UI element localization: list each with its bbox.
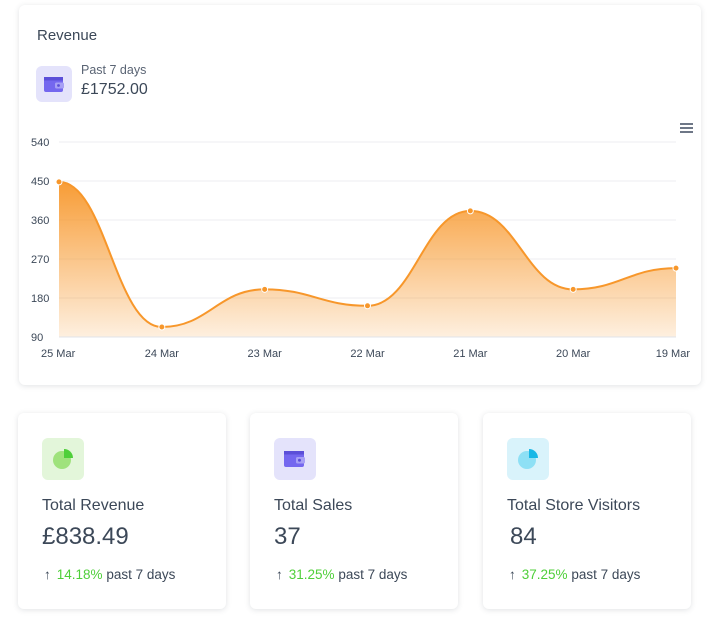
arrow-up-icon: ↑ <box>276 567 283 582</box>
wallet-icon <box>274 438 316 480</box>
stat-change: ↑ 31.25% past 7 days <box>276 567 407 582</box>
data-point[interactable] <box>364 302 371 310</box>
x-tick-label: 24 Mar <box>145 348 180 360</box>
period-label: Past 7 days <box>81 63 147 77</box>
stat-change: ↑ 14.18% past 7 days <box>44 567 175 582</box>
arrow-up-icon: ↑ <box>44 567 51 582</box>
wallet-icon <box>36 66 72 102</box>
pie-chart-icon <box>42 438 84 480</box>
stat-change-suffix: past 7 days <box>106 567 176 582</box>
stat-card-total-revenue: Total Revenue £838.49 ↑ 14.18% past 7 day… <box>18 413 226 609</box>
x-tick-label: 20 Mar <box>556 348 591 360</box>
y-tick-label: 90 <box>31 332 43 344</box>
stat-value: 84 <box>510 523 537 550</box>
stat-label: Total Sales <box>274 497 353 514</box>
stat-change-percent: 37.25% <box>521 567 568 582</box>
data-point[interactable] <box>466 207 474 215</box>
stat-value: £838.49 <box>42 523 129 550</box>
y-tick-label: 540 <box>31 137 49 149</box>
arrow-up-icon: ↑ <box>509 567 516 582</box>
data-point[interactable] <box>672 264 680 272</box>
y-tick-label: 450 <box>31 176 49 188</box>
pie-chart-icon <box>507 438 549 480</box>
y-tick-label: 270 <box>31 254 49 266</box>
x-tick-label: 23 Mar <box>248 348 283 360</box>
stat-label: Total Store Visitors <box>507 497 641 514</box>
data-point[interactable] <box>158 323 166 331</box>
stat-value: 37 <box>274 523 301 550</box>
x-tick-label: 25 Mar <box>41 348 76 360</box>
data-point[interactable] <box>569 285 577 293</box>
data-point[interactable] <box>261 285 269 293</box>
stat-change-suffix: past 7 days <box>571 567 641 582</box>
revenue-total: £1752.00 <box>81 81 148 98</box>
area-fill <box>59 181 676 337</box>
y-tick-label: 180 <box>31 293 49 305</box>
stat-change-percent: 14.18% <box>56 567 103 582</box>
revenue-area-chart: 90 180 270 360 450 540 25 Mar 24 Mar 23 Mar 22 Ma… <box>31 137 691 360</box>
x-tick-label: 19 Mar <box>656 348 691 360</box>
stat-change: ↑ 37.25% past 7 days <box>509 567 640 582</box>
stat-card-total-store-visitors: Total Store Visitors 84 ↑ 37.25% past 7 d… <box>483 413 691 609</box>
x-tick-label: 21 Mar <box>453 348 488 360</box>
x-tick-label: 22 Mar <box>350 348 385 360</box>
data-point[interactable] <box>55 178 63 186</box>
chart-menu-icon[interactable] <box>680 123 693 135</box>
stat-change-percent: 31.25% <box>288 567 335 582</box>
stat-card-total-sales: Total Sales 37 ↑ 31.25% past 7 days <box>250 413 458 609</box>
revenue-card: Revenue Past 7 days £1752.00 90 180 270 360… <box>19 5 701 385</box>
revenue-title: Revenue <box>37 27 98 44</box>
y-tick-label: 360 <box>31 215 49 227</box>
stat-change-suffix: past 7 days <box>338 567 408 582</box>
stat-label: Total Revenue <box>42 497 145 514</box>
